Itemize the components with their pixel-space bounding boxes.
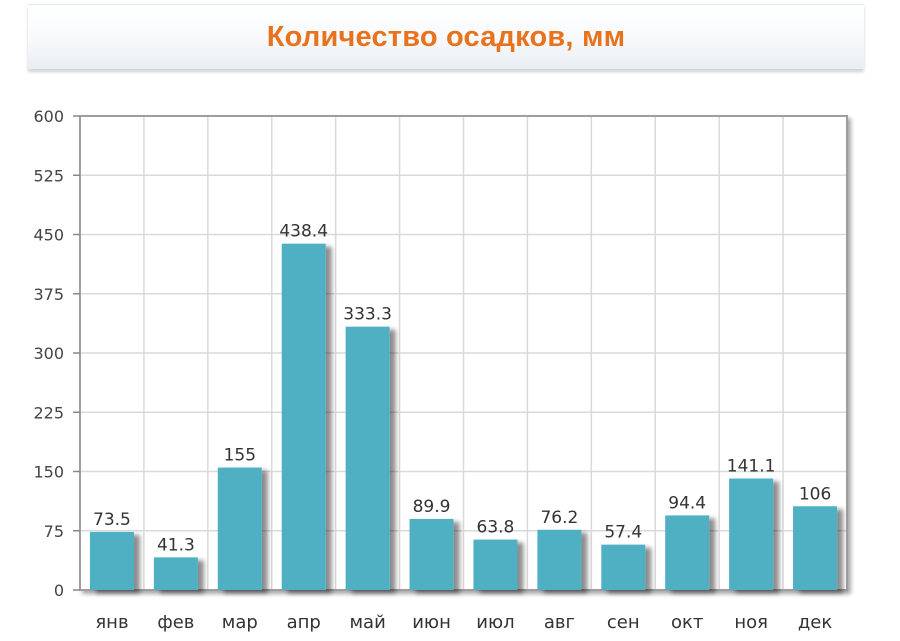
bar-сен [601,544,646,590]
x-tick-label: апр [287,612,321,633]
x-tick-label: ноя [734,612,768,633]
bar-янв [89,531,134,590]
data-label: 141.1 [727,457,776,477]
bar-апр [281,243,326,590]
x-tick-label: июн [412,612,451,633]
data-label: 333.3 [343,305,392,325]
data-label: 63.8 [477,518,515,538]
chart-title: Количество осадков, мм [266,20,626,53]
bar-мар [217,467,262,590]
data-label: 57.4 [604,523,642,543]
data-label: 438.4 [279,222,328,242]
bar-авг [537,529,582,590]
bar-июл [473,539,518,590]
x-tick-label: май [349,612,385,633]
bar-дек [793,506,838,590]
x-tick-label: фев [157,612,194,633]
bar-май [345,326,390,590]
y-axis: 0 75 150 225 300 375 450 525 600 [33,107,80,600]
x-tick-label: дек [798,612,833,633]
y-tick-label: 375 [33,285,64,304]
data-label: 106 [799,484,831,504]
y-tick-label: 300 [33,344,64,363]
data-label: 41.3 [157,535,195,555]
bar-ноя [729,478,774,590]
y-tick-label: 75 [44,522,64,541]
data-label: 155 [224,446,256,466]
bar-фев [153,557,198,590]
data-label: 94.4 [668,493,706,513]
data-label: 89.9 [413,497,451,517]
y-tick-label: 150 [33,463,64,482]
x-tick-label: окт [671,612,703,633]
x-tick-label: сен [607,612,640,633]
bar-июн [409,518,454,590]
bar-окт [665,515,710,590]
y-tick-label: 0 [54,581,64,600]
y-tick-label: 225 [33,403,64,422]
x-tick-label: июл [476,612,514,633]
y-tick-label: 450 [33,226,64,245]
x-tick-label: янв [95,612,128,633]
y-tick-label: 525 [33,166,64,185]
x-tick-label: авг [544,612,575,633]
title-banner: Количество осадков, мм [28,4,864,69]
data-label: 73.5 [93,510,131,530]
y-tick-label: 600 [33,107,64,126]
x-axis: янв фев мар апр май июн июл авг сен окт ноя дек [95,612,832,633]
data-label: 76.2 [540,508,578,528]
x-tick-label: мар [222,612,258,633]
bars [89,243,838,590]
data-labels: 73.5 41.3 155 438.4 333.3 89.9 63.8 76.2 57.4 94.… [93,222,831,556]
